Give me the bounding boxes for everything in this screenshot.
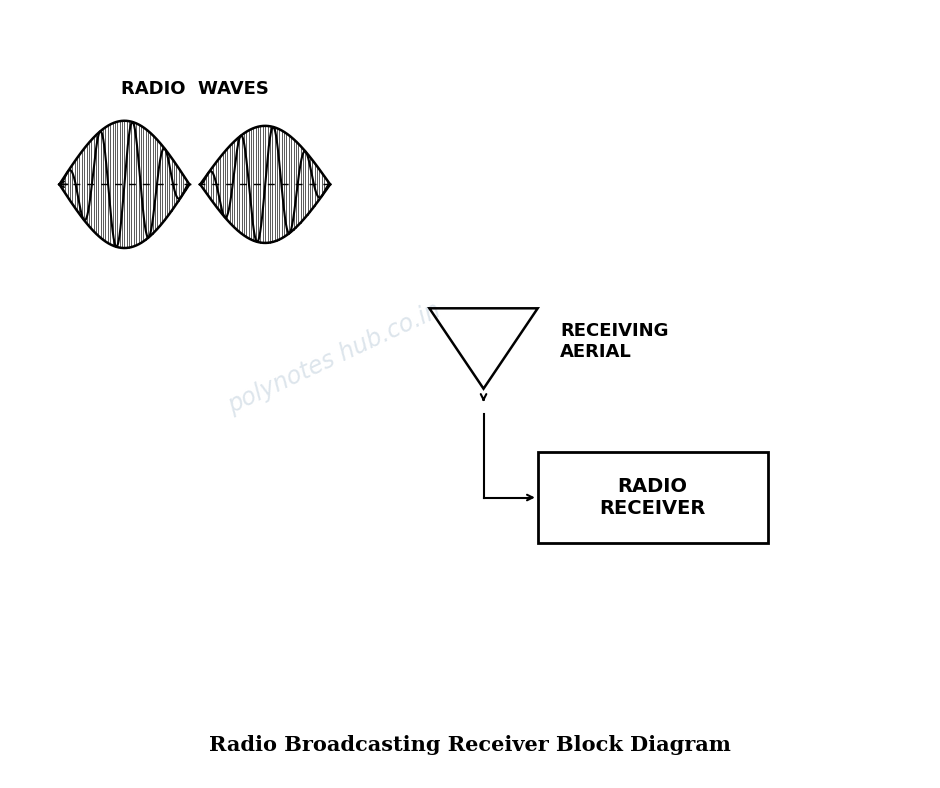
Text: Radio Broadcasting Receiver Block Diagram: Radio Broadcasting Receiver Block Diagra… [209,734,731,755]
Text: RECEIVING
AERIAL: RECEIVING AERIAL [560,322,668,361]
Bar [538,452,768,543]
Text: RADIO  WAVES: RADIO WAVES [121,80,269,98]
Text: polynotes hub.co.in: polynotes hub.co.in [225,299,445,418]
Text: RADIO
RECEIVER: RADIO RECEIVER [600,477,706,518]
